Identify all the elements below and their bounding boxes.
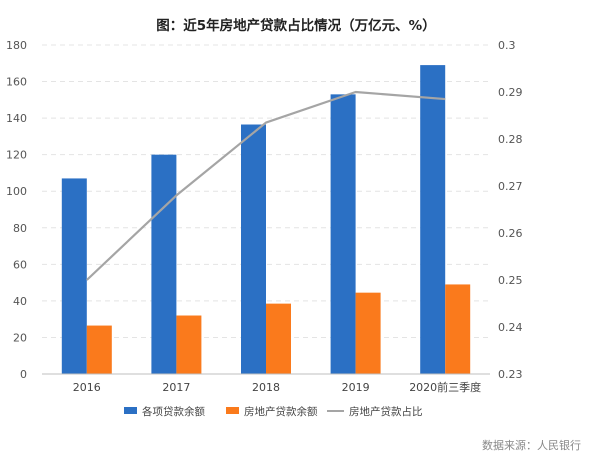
bar-real-estate-loans bbox=[266, 303, 291, 374]
x-tick-label: 2017 bbox=[162, 381, 190, 394]
bar-total-loans bbox=[330, 94, 356, 374]
bar-real-estate-loans bbox=[445, 284, 471, 374]
left-tick-label: 100 bbox=[6, 185, 27, 198]
legend-label: 各项贷款余额 bbox=[142, 405, 205, 418]
left-tick-label: 0 bbox=[20, 368, 27, 381]
ratio-line bbox=[86, 90, 446, 281]
right-tick-label: 0.26 bbox=[498, 227, 523, 240]
right-y-axis: 0.23 0.24 0.25 0.26 0.27 0.28 0.29 0.3 bbox=[498, 39, 523, 381]
left-y-axis: 0 20 40 60 80 100 120 140 160 180 bbox=[6, 39, 27, 381]
left-tick-label: 140 bbox=[6, 112, 27, 125]
x-tick-label: 2016 bbox=[73, 381, 101, 394]
right-tick-label: 0.23 bbox=[498, 368, 523, 381]
gridlines bbox=[42, 44, 490, 338]
legend-label: 房地产贷款占比 bbox=[349, 405, 423, 418]
right-tick-label: 0.3 bbox=[498, 39, 516, 52]
x-tick-label: 2018 bbox=[252, 381, 280, 394]
left-tick-label: 180 bbox=[6, 39, 27, 52]
legend: 各项贷款余额 房地产贷款余额 房地产贷款占比 bbox=[124, 405, 423, 418]
source-note: 数据来源：人民银行 bbox=[482, 438, 581, 452]
legend-label: 房地产贷款余额 bbox=[244, 405, 318, 418]
x-tick-label: 2020前三季度 bbox=[409, 380, 481, 394]
right-tick-label: 0.25 bbox=[498, 274, 523, 287]
bars bbox=[61, 65, 471, 374]
bar-total-loans bbox=[61, 178, 87, 374]
right-tick-label: 0.27 bbox=[498, 180, 523, 193]
right-tick-label: 0.24 bbox=[498, 321, 523, 334]
right-tick-label: 0.29 bbox=[498, 86, 523, 99]
x-tick-label: 2019 bbox=[342, 381, 370, 394]
bar-real-estate-loans bbox=[86, 325, 112, 374]
bar-total-loans bbox=[241, 124, 266, 374]
left-tick-label: 120 bbox=[6, 149, 27, 162]
left-tick-label: 60 bbox=[13, 258, 27, 271]
x-axis: 2016 2017 2018 2019 2020前三季度 bbox=[42, 373, 490, 394]
left-tick-label: 80 bbox=[13, 222, 27, 235]
ratio-line-path bbox=[86, 90, 446, 281]
chart-title: 图：近5年房地产贷款占比情况（万亿元、%） bbox=[156, 17, 435, 34]
left-tick-label: 160 bbox=[6, 76, 27, 89]
bar-total-loans bbox=[151, 154, 177, 374]
left-tick-label: 40 bbox=[13, 295, 27, 308]
legend-swatch bbox=[124, 407, 137, 414]
bar-real-estate-loans bbox=[176, 315, 202, 374]
right-tick-label: 0.28 bbox=[498, 133, 523, 146]
legend-swatch bbox=[226, 407, 239, 414]
left-tick-label: 20 bbox=[13, 331, 27, 344]
bar-real-estate-loans bbox=[355, 292, 381, 374]
bar-total-loans bbox=[420, 65, 446, 374]
